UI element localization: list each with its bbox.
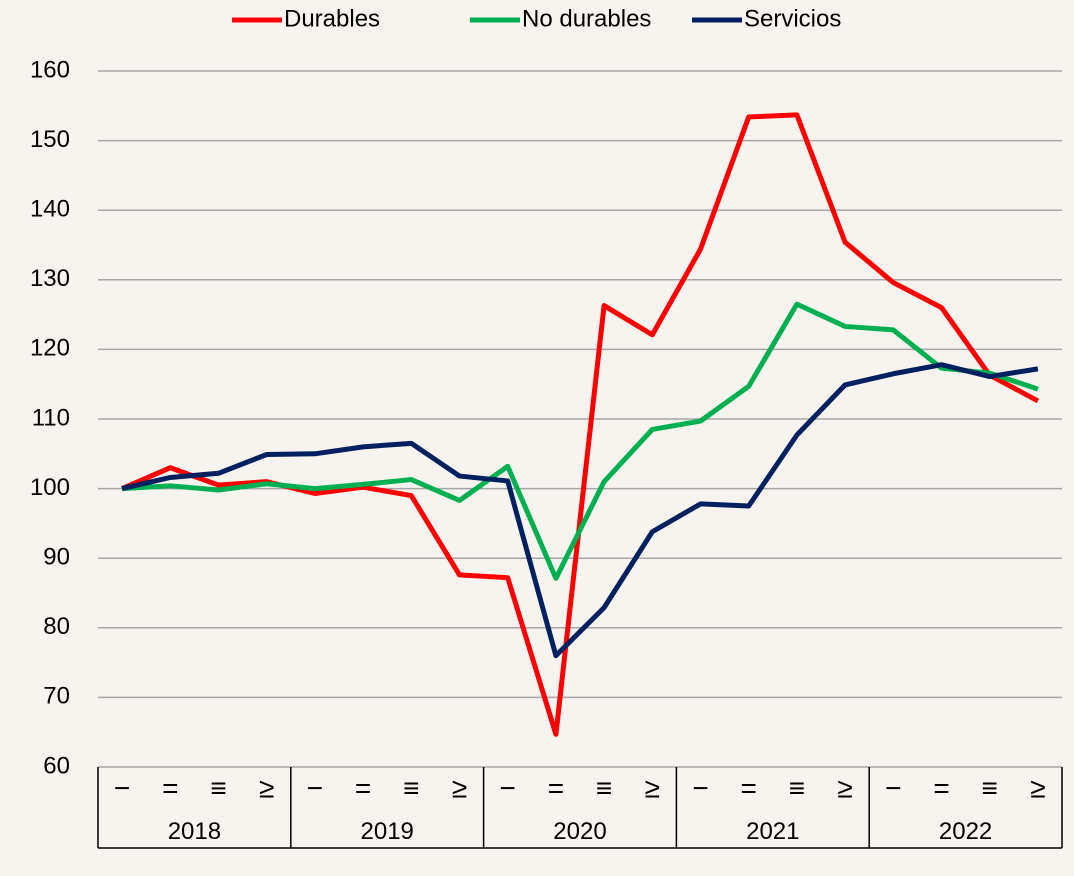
x-tick-label: − [307,772,323,803]
series-line [121,362,1039,659]
legend-label: No durables [522,5,651,32]
x-tick-label: − [885,772,901,803]
x-tick-label: − [500,772,516,803]
x-tick-label: = [355,772,371,803]
y-tick-label: 130 [30,265,70,292]
x-tick-label: ≥ [259,772,274,803]
x-tick-label: ≥ [837,772,852,803]
x-tick-label: ≡ [403,772,419,803]
y-tick-label: 140 [30,196,70,223]
x-tick-label: ≡ [982,772,998,803]
x-tick-label: − [114,772,130,803]
series-line [121,301,1039,581]
x-tick-label: = [162,772,178,803]
y-tick-label: 120 [30,335,70,362]
group-label: 2018 [168,818,221,845]
x-tick-label: = [741,772,757,803]
y-tick-label: 80 [43,613,70,640]
y-tick-label: 160 [30,56,70,83]
x-tick-label: ≥ [645,772,660,803]
y-tick-label: 100 [30,474,70,501]
x-tick-label: = [933,772,949,803]
x-tick-label: − [692,772,708,803]
y-tick-label: 150 [30,126,70,153]
x-tick-label: = [548,772,564,803]
x-tick-label: ≥ [452,772,467,803]
y-tick-label: 60 [43,752,70,779]
y-tick-label: 110 [32,404,70,431]
x-tick-label: ≡ [596,772,612,803]
y-tick-label: 90 [43,544,70,571]
x-tick-label: ≡ [789,772,805,803]
x-tick-label: ≡ [210,772,226,803]
group-label: 2020 [553,818,606,845]
x-tick-label: ≥ [1030,772,1045,803]
legend-label: Durables [284,5,380,32]
group-label: 2021 [746,818,799,845]
y-tick-label: 70 [43,683,70,710]
group-label: 2022 [939,818,992,845]
legend-label: Servicios [744,5,841,32]
group-label: 2019 [361,818,414,845]
